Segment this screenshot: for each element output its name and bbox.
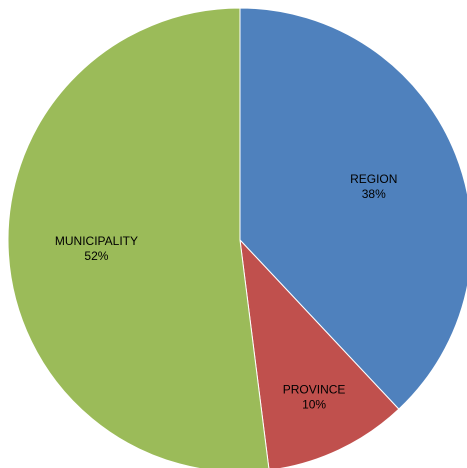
slice-category-label: REGION: [350, 172, 397, 186]
slice-value-label: 52%: [84, 249, 108, 263]
slice-value-label: 10%: [302, 397, 326, 411]
slices-layer: [7, 7, 467, 468]
pie-slice-province: [239, 238, 400, 468]
slice-value-label: 38%: [362, 187, 386, 201]
pie-slice-municipality: [7, 7, 270, 468]
pie-slice-region: [239, 7, 467, 410]
slice-label-municipality: MUNICIPALITY 52%: [55, 234, 138, 263]
slice-category-label: MUNICIPALITY: [55, 234, 138, 248]
slice-label-region: REGION 38%: [350, 172, 397, 201]
slice-category-label: PROVINCE: [283, 382, 346, 396]
labels-layer: REGION 38% PROVINCE 10% MUNICIPALITY 52%: [55, 172, 398, 411]
slice-label-province: PROVINCE 10%: [283, 382, 346, 411]
